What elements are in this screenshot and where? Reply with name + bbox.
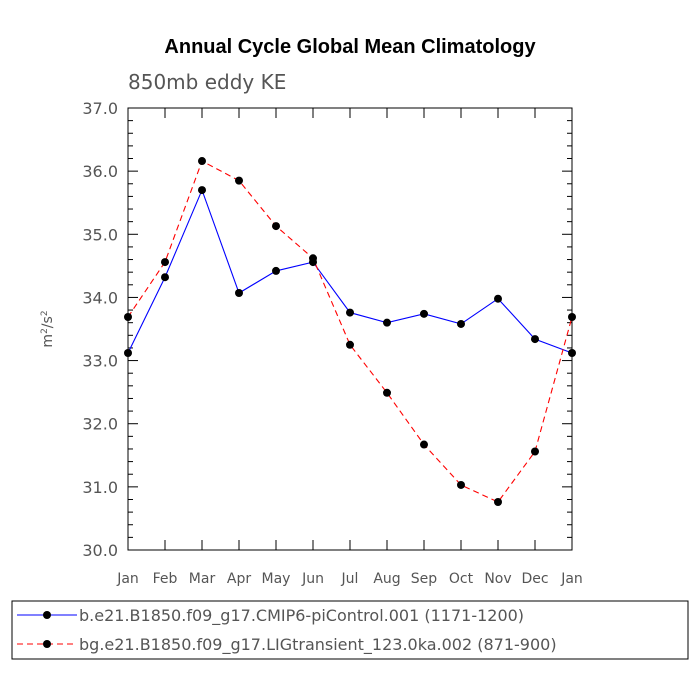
series-2-point: [346, 340, 354, 349]
x-tick-label: Jun: [301, 571, 324, 587]
series-2-point: [568, 313, 576, 322]
series-2-point: [383, 388, 391, 397]
x-tick-label: Jul: [341, 571, 359, 587]
series-1-point: [235, 289, 243, 298]
series-1-point: [531, 335, 539, 344]
series-1-point: [383, 318, 391, 327]
chart-subtitle: 850mb eddy KE: [128, 70, 287, 94]
chart-title: Annual Cycle Global Mean Climatology: [164, 36, 536, 58]
series-1-point: [198, 186, 206, 195]
series-1-point: [346, 308, 354, 317]
series-2-point: [235, 176, 243, 185]
x-tick-label: Jan: [560, 571, 583, 587]
x-tick-label: Aug: [373, 571, 400, 587]
legend-label-1: b.e21.B1850.f09_g17.CMIP6-piControl.001 …: [79, 606, 524, 626]
y-tick-label: 32.0: [82, 415, 118, 434]
series-2-point: [272, 222, 280, 231]
series-2-point: [457, 480, 465, 489]
series-1-point: [457, 319, 465, 328]
series-1-point: [161, 273, 169, 282]
y-tick-label: 31.0: [82, 478, 118, 497]
series-1-point: [272, 266, 280, 275]
x-tick-label: Mar: [189, 571, 216, 587]
legend: b.e21.B1850.f09_g17.CMIP6-piControl.001 …: [11, 600, 689, 660]
x-tick-label: Nov: [484, 571, 511, 587]
series-2-point: [198, 157, 206, 166]
x-tick-label: Oct: [449, 571, 474, 587]
legend-label-2: bg.e21.B1850.f09_g17.LIGtransient_123.0k…: [79, 635, 557, 655]
series-line-1: [127, 188, 573, 354]
series-2-point: [124, 313, 132, 322]
x-tick-label: Feb: [153, 571, 178, 587]
plot-frame: [127, 107, 573, 551]
y-tick-label: 34.0: [82, 288, 118, 307]
series-2-point: [161, 258, 169, 267]
y-axis-label: m2/s2: [40, 310, 56, 347]
y-tick-label: 37.0: [82, 99, 118, 118]
y-tick-label: 30.0: [82, 541, 118, 560]
legend-frame: [11, 600, 689, 660]
y-tick-label: 35.0: [82, 225, 118, 244]
y-tick-label: 33.0: [82, 352, 118, 371]
legend-swatch-marker-1: [43, 611, 51, 619]
x-tick-label: Sep: [411, 571, 438, 587]
x-tick-label: May: [262, 571, 291, 587]
series-1-point: [420, 309, 428, 318]
series-2-point: [494, 498, 502, 507]
series-line-2: [127, 160, 573, 503]
x-tick-label: Dec: [521, 571, 548, 587]
series-2-point: [420, 440, 428, 449]
series-1-point: [494, 294, 502, 303]
series-2-point: [309, 254, 317, 263]
legend-swatch-marker-2: [43, 640, 51, 648]
x-tick-label: Apr: [227, 571, 251, 587]
series-1-point: [124, 348, 132, 357]
y-tick-label: 36.0: [82, 162, 118, 181]
series-2-point: [531, 447, 539, 456]
series-1-point: [568, 348, 576, 357]
x-tick-label: Jan: [116, 571, 139, 587]
